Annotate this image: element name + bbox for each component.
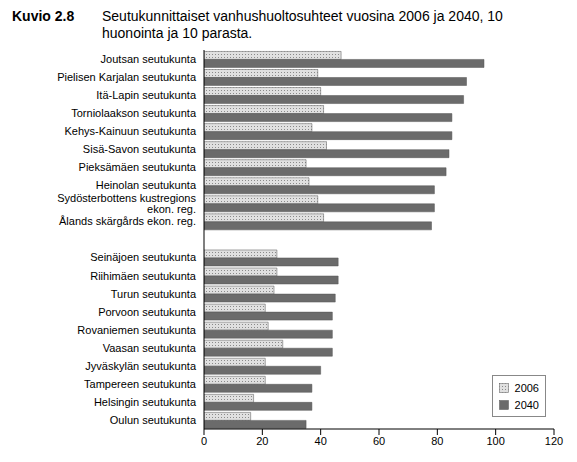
svg-text:Tampereen seutukunta: Tampereen seutukunta xyxy=(84,378,197,390)
svg-text:Torniolaakson seutukunta: Torniolaakson seutukunta xyxy=(71,107,197,119)
svg-text:Riihimäen seutukunta: Riihimäen seutukunta xyxy=(90,270,197,282)
svg-text:Heinolan seutukunta: Heinolan seutukunta xyxy=(96,179,197,191)
svg-text:Pieksämäen seutukunta: Pieksämäen seutukunta xyxy=(79,161,197,173)
html-text:Seutukunnittaiset vanhushuolto: Seutukunnittaiset vanhushuoltosuhteet vu… xyxy=(102,8,503,41)
svg-text:Joutsan seutukunta: Joutsan seutukunta xyxy=(101,53,197,65)
svg-text:Pielisen Karjalan seutukunta: Pielisen Karjalan seutukunta xyxy=(57,71,197,83)
svg-text:Ålands skärgårds ekon. reg.: Ålands skärgårds ekon. reg. xyxy=(59,215,196,227)
svg-text:40: 40 xyxy=(315,435,327,447)
svg-text:20: 20 xyxy=(256,435,268,447)
svg-text:Seinäjoen seutukunta: Seinäjoen seutukunta xyxy=(90,251,197,263)
svg-text:Rovaniemen seutukunta: Rovaniemen seutukunta xyxy=(77,324,197,336)
svg-text:Kehys-Kainuun seutukunta: Kehys-Kainuun seutukunta xyxy=(65,125,197,137)
svg-text:Vaasan seutukunta: Vaasan seutukunta xyxy=(103,342,197,354)
svg-text:60: 60 xyxy=(373,435,385,447)
svg-text:Oulun seutukunta: Oulun seutukunta xyxy=(110,414,197,426)
svg-text:Itä-Lapin seutukunta: Itä-Lapin seutukunta xyxy=(96,89,197,101)
svg-text:Sydösterbottens kustregionseko: Sydösterbottens kustregionsekon. reg. xyxy=(57,192,196,215)
svg-text:Helsingin seutukunta: Helsingin seutukunta xyxy=(94,396,197,408)
html-text:Kuvio 2.8: Kuvio 2.8 xyxy=(12,8,75,24)
svg-text:120: 120 xyxy=(545,435,563,447)
html-text:2040: 2040 xyxy=(514,398,539,411)
html-text:2006: 2006 xyxy=(514,381,539,394)
svg-text:Jyväskylän seutukunta: Jyväskylän seutukunta xyxy=(85,360,197,372)
svg-text:0: 0 xyxy=(201,435,207,447)
svg-text:Turun seutukunta: Turun seutukunta xyxy=(111,288,197,300)
svg-text:Sisä-Savon seutukunta: Sisä-Savon seutukunta xyxy=(83,143,197,155)
svg-text:100: 100 xyxy=(486,435,504,447)
svg-text:80: 80 xyxy=(431,435,443,447)
svg-text:Porvoon seutukunta: Porvoon seutukunta xyxy=(98,306,197,318)
